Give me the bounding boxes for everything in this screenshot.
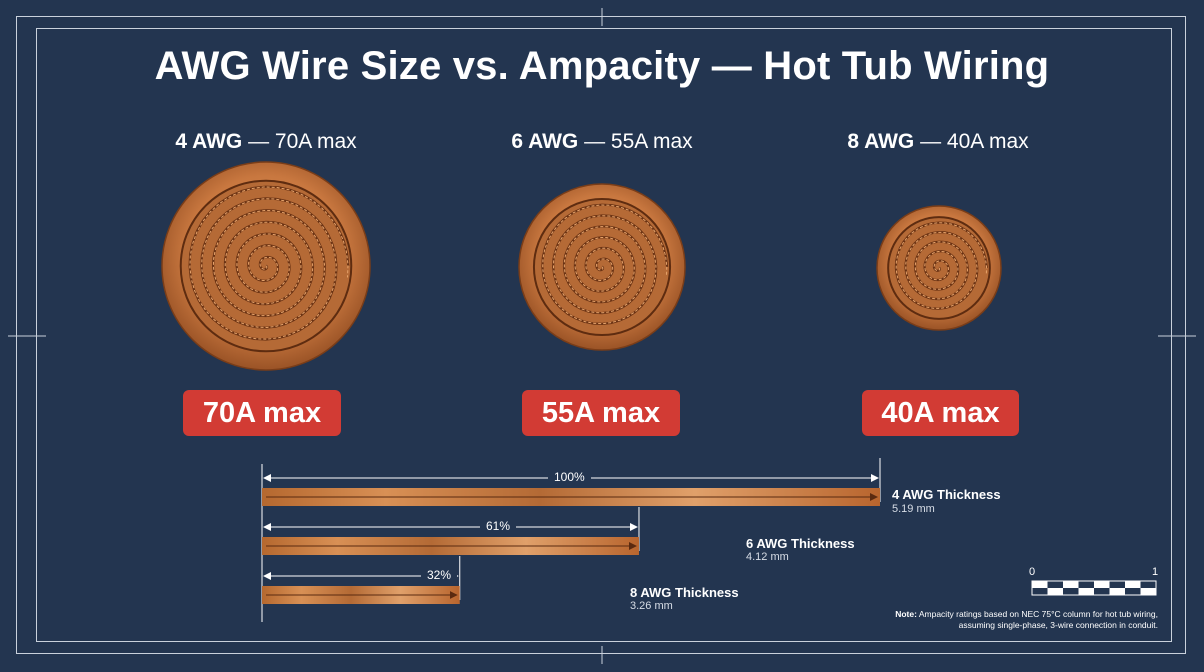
rating-label: — 70A max [242,130,357,153]
gauge-label: 8 AWG [847,130,915,153]
gauge-label: 4 AWG [175,130,243,153]
ampacity-badge-4awg: 70A max [183,390,341,436]
wire-cross-section-4awg [161,161,371,371]
bar-label-4awg: 4 AWG Thickness [892,487,1001,502]
percent-label-4awg: 100% [548,470,591,484]
percent-label-8awg: 32% [421,568,458,582]
bar-label-6awg: 6 AWG Thickness [746,536,855,551]
scale-bar [1031,580,1157,596]
thickness-bar-6awg [262,507,640,555]
wire-cross-section-8awg [876,205,1002,331]
wire-cross-section-6awg [518,183,686,351]
wire-heading-4awg: 4 AWG — 70A max [116,130,416,154]
ampacity-badge-8awg: 40A max [862,390,1019,436]
scale-max-label: 1 [1152,566,1159,578]
page-title: AWG Wire Size vs. Ampacity — Hot Tub Wir… [154,44,1050,88]
rating-label: — 55A max [578,130,693,153]
footnote: Note: Ampacity ratings based on NEC 75°C… [868,609,1158,631]
thickness-value-4awg: 5.19 mm [892,503,935,515]
footnote-label: Note: [895,609,917,619]
wire-heading-8awg: 8 AWG — 40A max [788,130,1088,154]
ampacity-badge-6awg: 55A max [522,390,680,436]
footnote-text: Ampacity ratings based on NEC 75°C colum… [916,609,1158,630]
inner-frame [36,28,1172,642]
outer-frame [16,16,1186,654]
wire-heading-6awg: 6 AWG — 55A max [452,130,752,154]
thickness-value-8awg: 3.26 mm [630,600,673,612]
scale-min-label: 0 [1029,566,1036,578]
thickness-bar-8awg [262,556,461,604]
gauge-label: 6 AWG [511,130,579,153]
percent-label-6awg: 61% [480,519,517,533]
thickness-value-6awg: 4.12 mm [746,551,789,563]
rating-label: — 40A max [914,130,1029,153]
bar-label-8awg: 8 AWG Thickness [630,585,739,600]
